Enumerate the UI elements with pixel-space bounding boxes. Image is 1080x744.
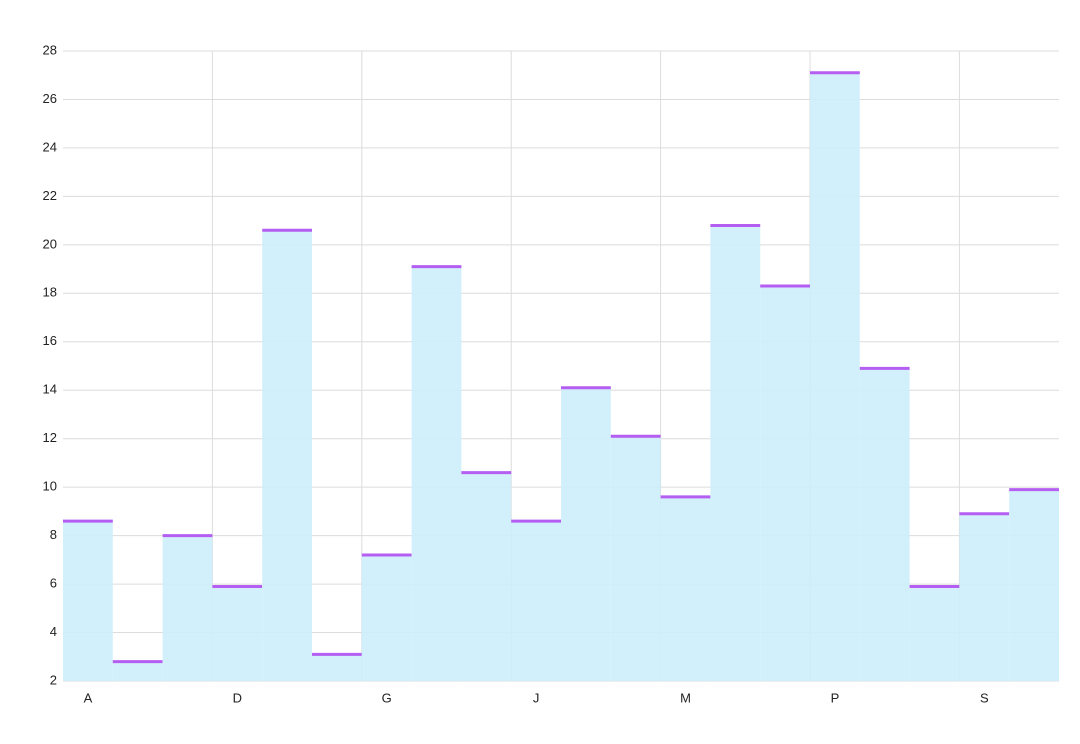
y-tick-label: 4 <box>50 624 57 639</box>
y-tick-label: 20 <box>43 236 57 251</box>
x-tick-label: P <box>831 690 840 705</box>
y-tick-label: 24 <box>43 139 57 154</box>
bar <box>959 513 1010 681</box>
y-tick-label: 6 <box>50 576 57 591</box>
bar <box>262 230 312 682</box>
bar <box>511 521 561 681</box>
bar <box>760 286 810 681</box>
x-tick-label: A <box>84 690 93 705</box>
bar <box>859 368 910 681</box>
bar <box>112 661 163 681</box>
y-tick-label: 2 <box>50 672 57 687</box>
y-tick-label: 22 <box>43 188 57 203</box>
y-tick-label: 8 <box>50 527 57 542</box>
x-tick-label: M <box>680 690 691 705</box>
y-tick-label: 10 <box>43 479 57 494</box>
bar <box>212 586 263 681</box>
y-tick-label: 14 <box>43 382 57 397</box>
bar <box>660 496 711 681</box>
bar <box>162 535 213 681</box>
bar <box>1009 489 1059 681</box>
x-tick-label: G <box>382 690 392 705</box>
y-tick-label: 26 <box>43 91 57 106</box>
x-tick-label: S <box>980 690 989 705</box>
x-tick-label: D <box>233 690 242 705</box>
bar <box>411 266 462 681</box>
bar <box>312 654 362 681</box>
y-tick-label: 28 <box>43 42 57 57</box>
bar <box>710 225 761 681</box>
y-tick-label: 18 <box>43 285 57 300</box>
x-tick-label: J <box>533 690 540 705</box>
bar <box>909 586 960 681</box>
y-tick-label: 16 <box>43 333 57 348</box>
bar <box>63 521 113 681</box>
y-tick-label: 12 <box>43 430 57 445</box>
bar <box>361 555 412 681</box>
bar <box>461 472 512 681</box>
bar <box>610 436 661 681</box>
bar <box>561 387 611 681</box>
bar <box>810 72 860 682</box>
